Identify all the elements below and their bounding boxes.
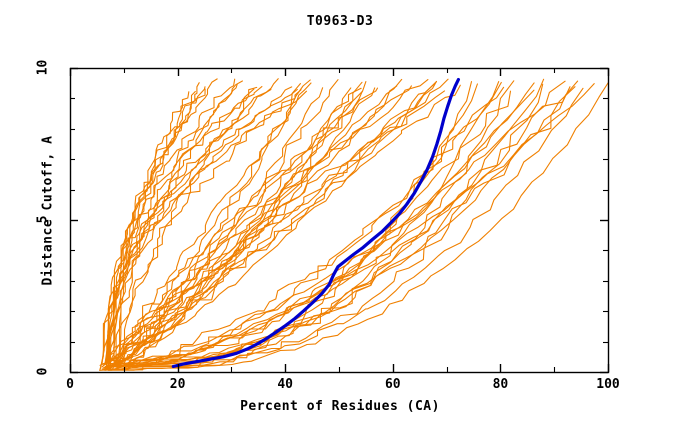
background-curve — [113, 80, 579, 368]
background-curve — [99, 78, 449, 366]
background-curve — [99, 88, 272, 371]
background-curve — [116, 80, 438, 371]
background-curve — [106, 79, 311, 368]
x-tick-label: 40 — [277, 377, 294, 392]
axis-layer — [69, 67, 610, 374]
series-layer — [99, 78, 609, 371]
background-curve — [107, 87, 584, 371]
background-curve — [99, 90, 308, 370]
y-tick-label: 10 — [35, 59, 51, 76]
highlight-curve — [171, 78, 460, 369]
background-curve — [102, 78, 403, 370]
y-tick-label: 5 — [35, 215, 51, 224]
background-curve — [106, 82, 200, 368]
background-curve — [112, 90, 512, 371]
background-curve — [107, 86, 263, 367]
x-tick-label: 20 — [169, 377, 186, 392]
x-tick-label: 80 — [492, 377, 509, 392]
x-tick-label: 60 — [384, 377, 401, 392]
background-curve — [109, 82, 436, 368]
x-tick-label: 100 — [596, 377, 620, 392]
background-curve — [112, 85, 412, 367]
background-curve — [101, 82, 312, 368]
background-curve — [105, 86, 293, 371]
background-curve — [104, 83, 595, 371]
background-curve — [101, 80, 566, 370]
x-axis-label: Percent of Residues (CA) — [240, 399, 440, 414]
background-curve — [108, 86, 206, 369]
background-curve — [107, 81, 367, 369]
background-curve — [101, 78, 236, 365]
background-curve — [111, 82, 609, 371]
background-curve — [118, 84, 461, 369]
background-curve — [115, 90, 446, 368]
background-curve — [112, 79, 429, 370]
chart-title: T0963-D3 — [306, 14, 374, 29]
x-tick-label: 0 — [66, 377, 74, 392]
background-curve — [102, 78, 545, 365]
background-curve — [109, 88, 298, 368]
y-tick-label: 0 — [35, 367, 51, 376]
background-curve — [107, 86, 258, 371]
background-curve — [115, 87, 379, 367]
background-curve — [115, 89, 302, 365]
background-curve — [103, 83, 544, 369]
